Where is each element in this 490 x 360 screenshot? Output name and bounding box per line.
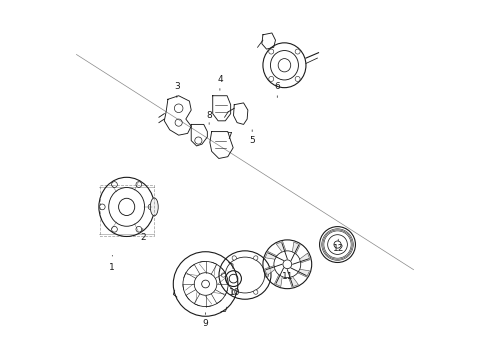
Polygon shape bbox=[298, 269, 310, 277]
Polygon shape bbox=[265, 266, 275, 275]
Polygon shape bbox=[276, 242, 286, 252]
Circle shape bbox=[265, 273, 269, 277]
Circle shape bbox=[254, 290, 258, 294]
Circle shape bbox=[269, 76, 274, 81]
Circle shape bbox=[148, 204, 154, 210]
Circle shape bbox=[295, 49, 300, 54]
Text: 12: 12 bbox=[333, 244, 344, 253]
Polygon shape bbox=[289, 276, 298, 287]
Circle shape bbox=[99, 204, 105, 210]
Circle shape bbox=[269, 49, 274, 54]
Text: 1: 1 bbox=[109, 264, 115, 273]
Polygon shape bbox=[265, 252, 277, 259]
Text: 5: 5 bbox=[249, 136, 255, 145]
Text: 2: 2 bbox=[140, 233, 146, 242]
Text: 11: 11 bbox=[282, 272, 294, 281]
Polygon shape bbox=[300, 253, 310, 263]
Text: 3: 3 bbox=[174, 82, 180, 91]
Text: 6: 6 bbox=[274, 82, 280, 91]
Circle shape bbox=[112, 182, 117, 188]
Circle shape bbox=[232, 256, 236, 260]
Text: 7: 7 bbox=[226, 132, 232, 141]
Circle shape bbox=[112, 226, 117, 232]
Circle shape bbox=[221, 273, 225, 277]
Ellipse shape bbox=[150, 198, 158, 216]
Text: 9: 9 bbox=[203, 319, 208, 328]
Circle shape bbox=[232, 290, 236, 294]
Text: 10: 10 bbox=[228, 288, 240, 297]
Circle shape bbox=[136, 182, 142, 188]
Text: 4: 4 bbox=[217, 75, 223, 84]
Circle shape bbox=[295, 76, 300, 81]
Circle shape bbox=[136, 226, 142, 232]
Circle shape bbox=[254, 256, 258, 260]
Polygon shape bbox=[274, 275, 282, 287]
Polygon shape bbox=[293, 242, 300, 254]
Text: 8: 8 bbox=[206, 111, 212, 120]
